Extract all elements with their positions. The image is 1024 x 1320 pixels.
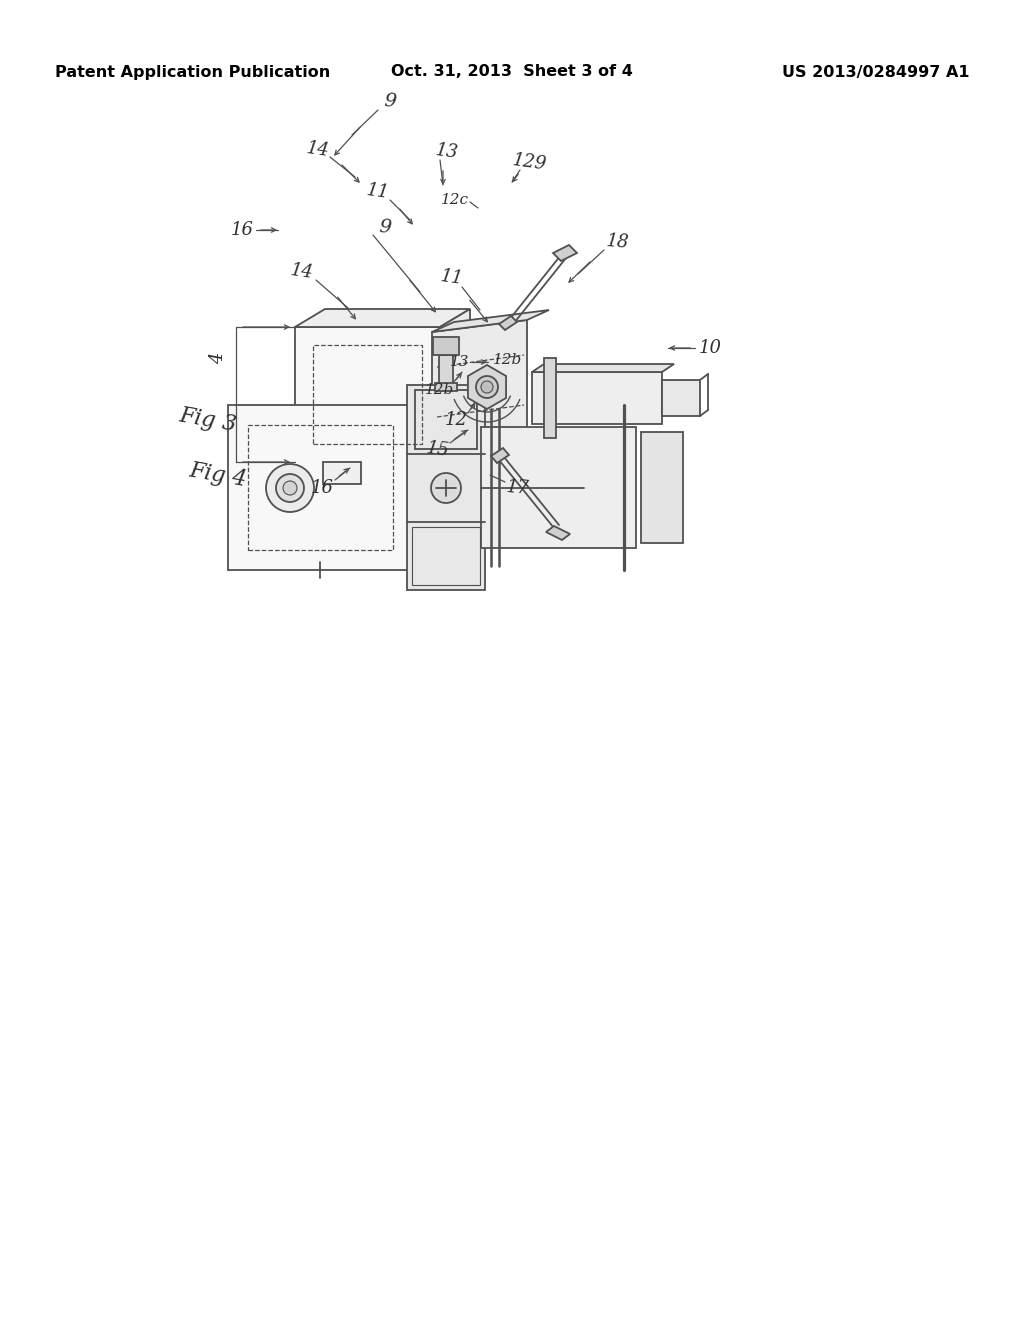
Text: Fig 4: Fig 4 (187, 459, 249, 491)
Polygon shape (490, 447, 509, 463)
Bar (662, 380, 700, 416)
Circle shape (431, 473, 461, 503)
Polygon shape (440, 309, 470, 462)
Text: Oct. 31, 2013  Sheet 3 of 4: Oct. 31, 2013 Sheet 3 of 4 (391, 65, 633, 79)
Text: 18: 18 (606, 232, 630, 252)
Polygon shape (532, 364, 674, 372)
Circle shape (476, 376, 498, 399)
Text: US 2013/0284997 A1: US 2013/0284997 A1 (782, 65, 970, 79)
Bar (313, 345, 422, 444)
Circle shape (481, 381, 493, 393)
Bar (412, 527, 480, 585)
Bar (439, 355, 453, 385)
Polygon shape (432, 310, 549, 333)
Bar (641, 432, 683, 543)
Polygon shape (468, 366, 506, 409)
Text: 14: 14 (305, 140, 331, 161)
Text: 12b: 12b (425, 383, 455, 397)
Bar (532, 372, 662, 424)
Polygon shape (295, 309, 470, 327)
Text: 9: 9 (383, 92, 397, 111)
Text: 17: 17 (506, 478, 530, 498)
Text: 11: 11 (439, 268, 465, 289)
Text: 14: 14 (290, 261, 314, 282)
Text: Patent Application Publication: Patent Application Publication (55, 65, 331, 79)
Bar (248, 425, 393, 550)
Polygon shape (553, 246, 577, 261)
Bar (407, 385, 485, 590)
Text: 16: 16 (230, 220, 254, 239)
Bar (228, 405, 413, 570)
Text: 9: 9 (378, 219, 392, 238)
Text: 10: 10 (698, 339, 722, 356)
Polygon shape (546, 525, 570, 540)
Text: 4: 4 (209, 352, 227, 364)
Circle shape (276, 474, 304, 502)
Circle shape (283, 480, 297, 495)
Text: 129: 129 (512, 150, 548, 173)
Text: 11: 11 (366, 181, 390, 202)
Polygon shape (499, 315, 517, 330)
Text: 12b: 12b (494, 352, 522, 367)
Bar (323, 462, 361, 484)
Text: 13: 13 (451, 355, 470, 370)
Bar (435, 383, 457, 391)
Circle shape (266, 465, 314, 512)
Bar (481, 426, 636, 548)
Bar (433, 337, 459, 355)
Text: 12c: 12c (441, 193, 469, 207)
Text: Fig 3: Fig 3 (177, 404, 239, 436)
Polygon shape (432, 319, 527, 451)
Text: 16: 16 (310, 479, 334, 498)
Text: 13: 13 (434, 141, 460, 162)
Text: 12: 12 (444, 411, 468, 429)
Bar (295, 327, 440, 462)
Bar (544, 358, 556, 438)
Text: 15: 15 (425, 440, 451, 461)
